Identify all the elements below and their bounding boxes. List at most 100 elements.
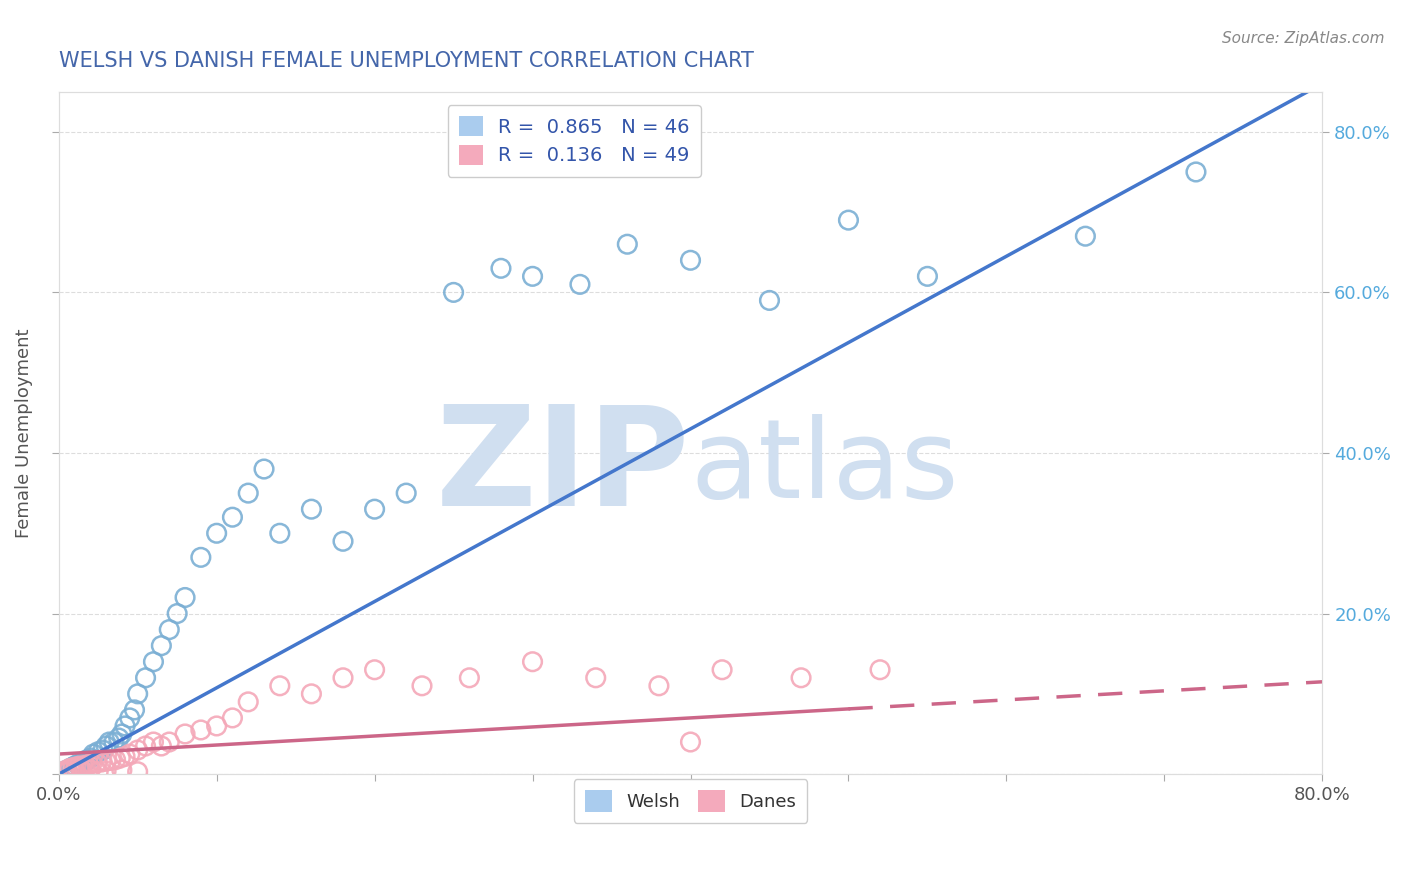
Point [585,671,607,685]
Point [87,764,110,779]
Point [67,759,90,773]
Point [332,534,354,549]
Point [190,723,212,737]
Point [79,763,101,777]
Text: atlas: atlas [690,414,959,521]
Point [190,550,212,565]
Point [142,735,165,749]
Point [52,764,75,779]
Legend: Welsh, Danes: Welsh, Danes [574,780,807,823]
Point [157,735,180,749]
Point [72,759,94,773]
Point [679,735,702,749]
Point [72,764,94,778]
Point [299,687,322,701]
Point [837,213,859,227]
Point [150,739,173,753]
Text: Source: ZipAtlas.com: Source: ZipAtlas.com [1222,31,1385,46]
Point [114,719,136,733]
Point [135,671,157,685]
Point [60,761,83,775]
Point [238,486,260,500]
Point [269,679,291,693]
Point [174,727,197,741]
Point [76,753,98,767]
Point [59,762,82,776]
Point [94,739,117,753]
Point [55,763,77,777]
Point [55,763,77,777]
Point [66,757,89,772]
Point [127,743,149,757]
Point [65,760,87,774]
Point [111,763,134,777]
Point [62,761,84,775]
Point [77,757,100,772]
Point [332,671,354,685]
Point [104,753,127,767]
Point [238,695,260,709]
Point [1185,165,1208,179]
Y-axis label: Female Unemployment: Female Unemployment [15,328,32,538]
Text: WELSH VS DANISH FEMALE UNEMPLOYMENT CORRELATION CHART: WELSH VS DANISH FEMALE UNEMPLOYMENT CORR… [59,51,754,70]
Point [63,759,86,773]
Point [221,711,243,725]
Point [616,237,638,252]
Point [299,502,322,516]
Point [75,758,97,772]
Point [917,269,939,284]
Point [711,663,734,677]
Point [63,764,86,779]
Point [90,755,112,769]
Text: ZIP: ZIP [436,400,690,534]
Point [110,751,132,765]
Point [157,623,180,637]
Point [205,719,228,733]
Point [269,526,291,541]
Point [118,747,141,761]
Point [87,745,110,759]
Point [443,285,465,300]
Point [80,756,103,771]
Point [107,731,129,745]
Point [82,747,104,761]
Point [127,687,149,701]
Point [363,663,385,677]
Point [135,739,157,753]
Point [174,591,197,605]
Point [411,679,433,693]
Point [489,261,512,276]
Point [86,756,108,770]
Point [166,607,188,621]
Point [118,711,141,725]
Point [124,703,146,717]
Point [568,277,591,292]
Point [127,764,149,779]
Point [114,749,136,764]
Point [91,743,114,757]
Point [758,293,780,308]
Point [679,253,702,268]
Point [79,751,101,765]
Point [363,502,385,516]
Point [458,671,481,685]
Point [522,269,544,284]
Point [205,526,228,541]
Point [100,754,122,768]
Point [142,655,165,669]
Point [790,671,813,685]
Point [94,764,117,778]
Point [94,754,117,768]
Point [869,663,891,677]
Point [72,755,94,769]
Point [98,735,121,749]
Point [55,765,77,780]
Point [221,510,243,524]
Point [648,679,671,693]
Point [522,655,544,669]
Point [111,727,134,741]
Point [1074,229,1097,244]
Point [253,462,276,476]
Point [150,639,173,653]
Point [103,735,125,749]
